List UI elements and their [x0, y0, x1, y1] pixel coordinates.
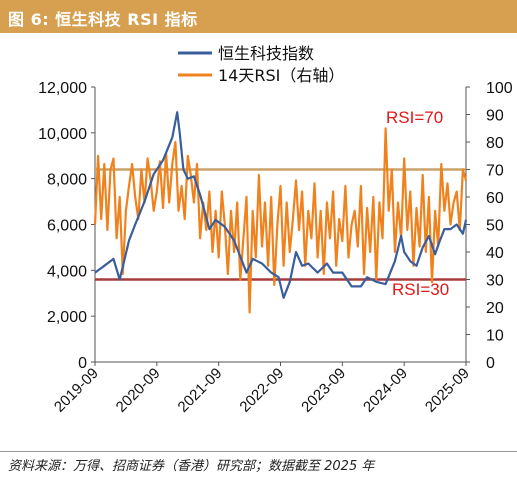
- figure-title: 图 6: 恒生科技 RSI 指标: [8, 10, 198, 29]
- x-tick-label: 2025-09: [422, 365, 473, 416]
- left-tick-label: 10,000: [38, 126, 87, 143]
- left-tick-label: 6,000: [47, 218, 87, 235]
- right-tick-label: 50: [486, 218, 504, 235]
- right-tick-label: 40: [486, 245, 504, 262]
- right-tick-label: 30: [486, 273, 504, 290]
- left-tick-label: 12,000: [38, 80, 87, 97]
- x-tick-label: 2022-09: [236, 365, 287, 416]
- right-tick-label: 0: [486, 355, 495, 372]
- x-tick-label: 2019-09: [51, 365, 102, 416]
- left-tick-label: 4,000: [47, 263, 87, 280]
- chart-area: 0 2,000 4,000 6,000 8,000 10,000 12,000 0 10 20 30…: [38, 44, 513, 416]
- left-tick-label: 8,000: [47, 172, 87, 189]
- x-tick-label: 2021-09: [175, 365, 226, 416]
- right-tick-label: 20: [486, 300, 504, 317]
- right-tick-label: 80: [486, 135, 504, 152]
- left-tick-label: 2,000: [47, 309, 87, 326]
- annotation-rsi-70: RSI=70: [386, 108, 443, 127]
- right-tick-label: 100: [486, 80, 513, 97]
- x-tick-label: 2023-09: [298, 365, 349, 416]
- source-note: 资料来源：万得、招商证券（香港）研究部；数据截至 2025 年: [8, 459, 375, 474]
- hstech-index-series-line: [94, 111, 468, 299]
- left-tick-label: 0: [78, 355, 87, 372]
- right-tick-label: 10: [486, 328, 504, 345]
- rsi-series-line: [93, 127, 468, 314]
- right-tick-label: 90: [486, 108, 504, 125]
- right-tick-label: 60: [486, 190, 504, 207]
- right-tick-label: 70: [486, 163, 504, 180]
- source-divider: [0, 451, 517, 452]
- figure-title-bar: 图 6: 恒生科技 RSI 指标: [0, 0, 517, 33]
- legend-label-rsi: 14天RSI（右轴）: [218, 66, 344, 85]
- x-tick-label: 2024-09: [360, 365, 411, 416]
- x-tick-label: 2020-09: [113, 365, 164, 416]
- legend-label-index: 恒生科技指数: [218, 44, 314, 63]
- annotation-rsi-30: RSI=30: [392, 280, 449, 299]
